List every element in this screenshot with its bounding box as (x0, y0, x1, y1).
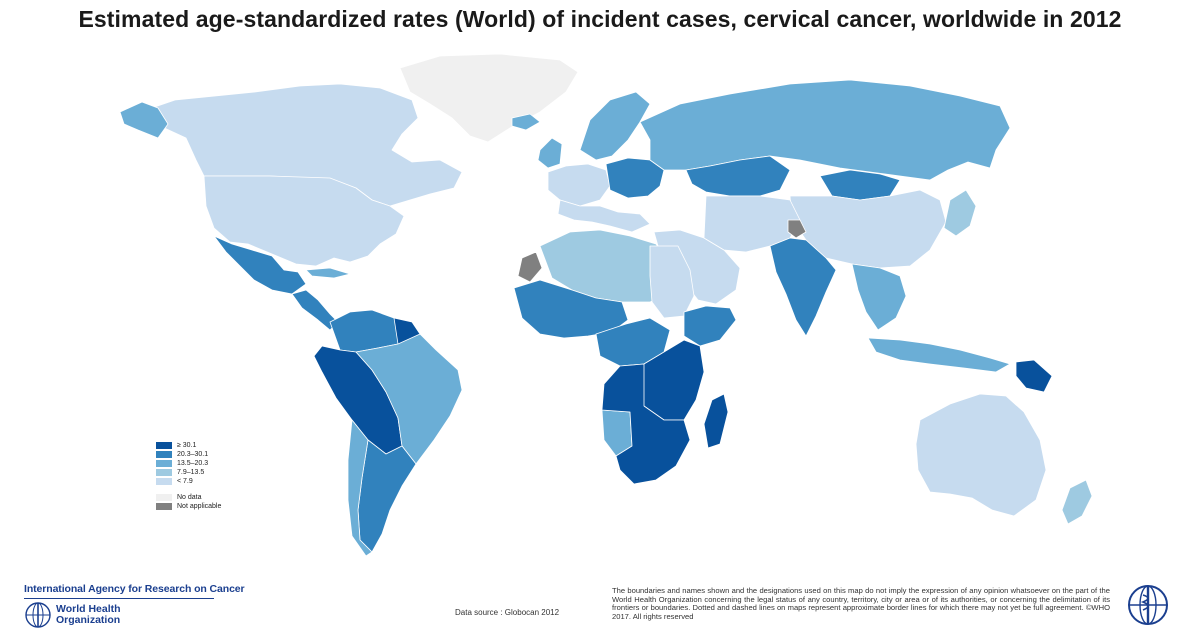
region-cuba (305, 267, 351, 279)
footer-divider (24, 598, 214, 599)
region-brazil (355, 333, 463, 465)
legend-label: ≥ 30.1 (177, 442, 197, 449)
legend-label: No data (177, 494, 202, 501)
world-choropleth-map (119, 53, 1093, 557)
who-name-line1: World Health (56, 603, 121, 615)
region-western-europe (547, 163, 611, 207)
region-new-zealand (1061, 479, 1093, 525)
region-kashmir (787, 219, 807, 239)
region-uk-ireland (537, 137, 563, 169)
who-logo-left: World Health Organization (24, 601, 121, 629)
region-mexico (213, 235, 307, 295)
data-source: Data source : Globocan 2012 (455, 608, 560, 617)
region-southeast-asia (851, 263, 907, 331)
region-scandinavia (579, 91, 651, 161)
legend-swatch (156, 469, 172, 476)
map-legend: ≥ 30.1 20.3–30.1 13.5–20.3 7.9–13.5 < 7.… (156, 441, 221, 511)
map-title: Estimated age-standardized rates (World)… (78, 6, 1122, 32)
legend-swatch (156, 451, 172, 458)
region-chile (347, 419, 373, 557)
region-central-eastern-europe (605, 157, 665, 199)
disclaimer-text: The boundaries and names shown and the d… (612, 586, 1110, 621)
legend-label: 20.3–30.1 (177, 451, 209, 458)
legend-label: < 7.9 (177, 478, 193, 485)
region-horn-of-africa (683, 305, 737, 347)
region-southern-europe (557, 199, 651, 233)
region-iceland (511, 113, 541, 131)
legend-swatch (156, 460, 172, 467)
legend-label: Not applicable (177, 503, 222, 510)
region-indonesia (867, 337, 1011, 373)
legend-item: 7.9–13.5 (156, 468, 221, 477)
region-greenland (399, 53, 579, 143)
who-name-line2: Organization (56, 614, 121, 626)
legend-swatch (156, 478, 172, 485)
region-japan-korea (943, 189, 977, 237)
who-emblem-icon (25, 602, 51, 628)
region-australia (915, 393, 1047, 517)
legend-label: 13.5–20.3 (177, 460, 209, 467)
legend-swatch (156, 494, 172, 501)
legend-item: < 7.9 (156, 477, 221, 486)
region-madagascar (703, 393, 729, 449)
legend-item: ≥ 30.1 (156, 441, 221, 450)
iarc-name: International Agency for Research on Can… (24, 583, 245, 595)
region-western-sahara (517, 251, 543, 283)
region-southern-africa (601, 363, 691, 485)
legend-label: 7.9–13.5 (177, 469, 205, 476)
region-argentina (357, 439, 417, 553)
region-usa (203, 175, 405, 267)
region-india (769, 237, 837, 337)
legend-item: 13.5–20.3 (156, 459, 221, 468)
region-russia (639, 79, 1011, 181)
legend-swatch (156, 503, 172, 510)
legend-item: 20.3–30.1 (156, 450, 221, 459)
region-alaska (119, 101, 169, 139)
legend-item: No data (156, 493, 221, 502)
region-papua-new-guinea (1015, 359, 1053, 393)
who-emblem-icon (1128, 585, 1168, 625)
legend-swatch (156, 442, 172, 449)
region-kazakhstan (685, 155, 791, 197)
legend-item: Not applicable (156, 502, 221, 511)
